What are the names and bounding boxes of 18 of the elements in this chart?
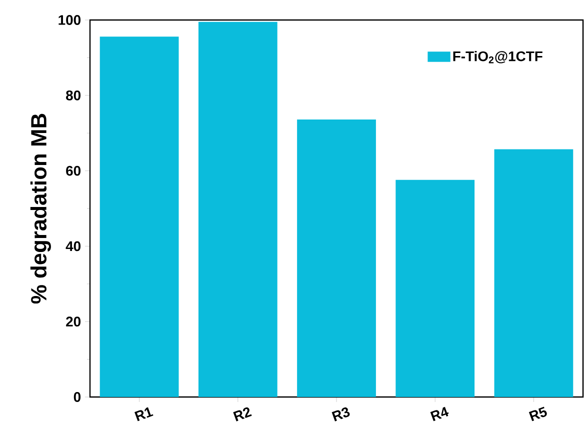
y-tick-label: 100 <box>58 15 81 25</box>
bar <box>396 180 475 397</box>
y-tick-label: 0 <box>74 392 81 402</box>
legend-label: F-TiO$_{2}$@1CTF <box>453 50 542 64</box>
y-axis-title: % degradation MB <box>30 114 51 304</box>
bar <box>100 36 179 397</box>
x-tick-label: R4 <box>430 406 449 422</box>
y-tick-label: 40 <box>66 241 81 252</box>
x-tick-label: R5 <box>528 406 547 422</box>
y-tick-label: 60 <box>66 166 81 176</box>
bar <box>198 22 278 397</box>
y-tick-label: 80 <box>66 90 81 100</box>
x-tick-label: R3 <box>332 407 350 422</box>
x-tick-label: R2 <box>233 407 252 422</box>
y-tick-label: 20 <box>66 316 81 327</box>
x-tick-label: R1 <box>134 407 154 422</box>
bar <box>494 149 574 397</box>
bar <box>297 120 376 397</box>
